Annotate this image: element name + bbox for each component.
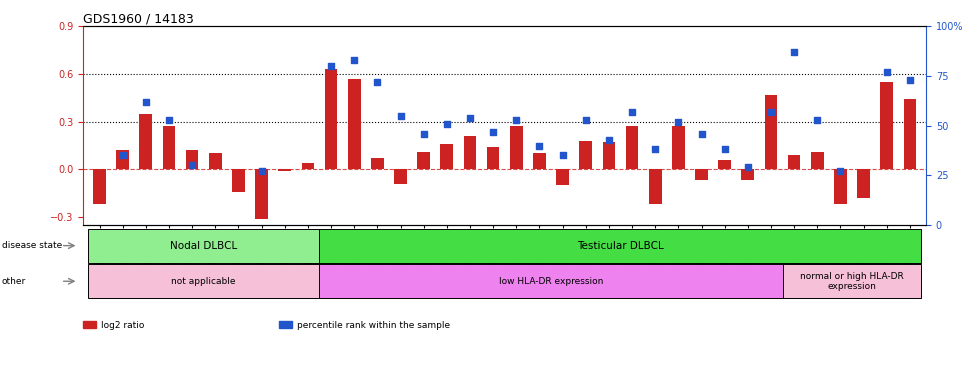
Bar [319, 229, 921, 262]
Point [369, 79, 385, 85]
Bar [858, 170, 870, 198]
Point [809, 117, 825, 123]
Text: GDS1960 / 14183: GDS1960 / 14183 [83, 12, 194, 25]
Text: not applicable: not applicable [172, 277, 236, 286]
Bar [440, 144, 453, 170]
Point [161, 117, 176, 123]
Bar [417, 152, 430, 170]
Bar [394, 170, 407, 184]
Bar [695, 170, 708, 180]
Bar [764, 94, 777, 170]
Text: low HLA-DR expression: low HLA-DR expression [499, 277, 604, 286]
Point [555, 152, 570, 158]
Bar [278, 170, 291, 171]
Point [531, 142, 547, 148]
Point [624, 109, 640, 115]
Bar [324, 69, 337, 170]
Point [254, 168, 270, 174]
Point [323, 63, 339, 69]
Point [740, 164, 756, 170]
Bar [209, 153, 221, 170]
Text: percentile rank within the sample: percentile rank within the sample [297, 321, 450, 330]
Bar [464, 136, 476, 170]
Bar [117, 150, 129, 170]
Point [439, 121, 455, 127]
Bar [186, 150, 199, 170]
Point [670, 118, 686, 124]
Bar [88, 229, 319, 262]
Point [833, 168, 849, 174]
Point [463, 115, 478, 121]
Bar [510, 126, 522, 170]
Bar [232, 170, 245, 192]
Point [902, 77, 917, 83]
Bar [487, 147, 500, 170]
Bar [880, 82, 893, 170]
Bar [810, 152, 823, 170]
Point [115, 152, 130, 158]
Point [879, 69, 895, 75]
Point [648, 147, 663, 153]
Point [763, 109, 779, 115]
Bar [625, 126, 638, 170]
Text: disease state: disease state [2, 241, 62, 250]
Bar [834, 170, 847, 204]
Bar [904, 99, 916, 170]
Bar [348, 79, 361, 170]
Text: normal or high HLA-DR
expression: normal or high HLA-DR expression [800, 272, 904, 291]
Point [578, 117, 594, 123]
Point [138, 99, 154, 105]
Text: log2 ratio: log2 ratio [101, 321, 144, 330]
Bar [255, 170, 268, 219]
Bar [649, 170, 662, 204]
Bar [672, 126, 685, 170]
Bar [371, 158, 384, 170]
Point [509, 117, 524, 123]
Point [416, 130, 431, 136]
Point [346, 57, 362, 63]
Bar [93, 170, 106, 204]
Point [393, 112, 409, 118]
Bar [783, 264, 921, 298]
Text: Testicular DLBCL: Testicular DLBCL [577, 241, 663, 250]
Point [601, 136, 616, 142]
Bar [139, 114, 152, 170]
Bar [579, 141, 592, 170]
Bar [163, 126, 175, 170]
Bar [603, 142, 615, 170]
Bar [557, 170, 569, 185]
Point [485, 129, 501, 135]
Bar [788, 155, 801, 170]
Point [786, 49, 802, 55]
Point [694, 130, 710, 136]
Bar [319, 264, 783, 298]
Text: other: other [2, 277, 26, 286]
Bar [718, 160, 731, 170]
Point [716, 147, 732, 153]
Point [184, 162, 200, 168]
Bar [88, 264, 319, 298]
Bar [302, 163, 315, 170]
Bar [533, 153, 546, 170]
Bar [742, 170, 755, 180]
Text: Nodal DLBCL: Nodal DLBCL [171, 241, 237, 250]
